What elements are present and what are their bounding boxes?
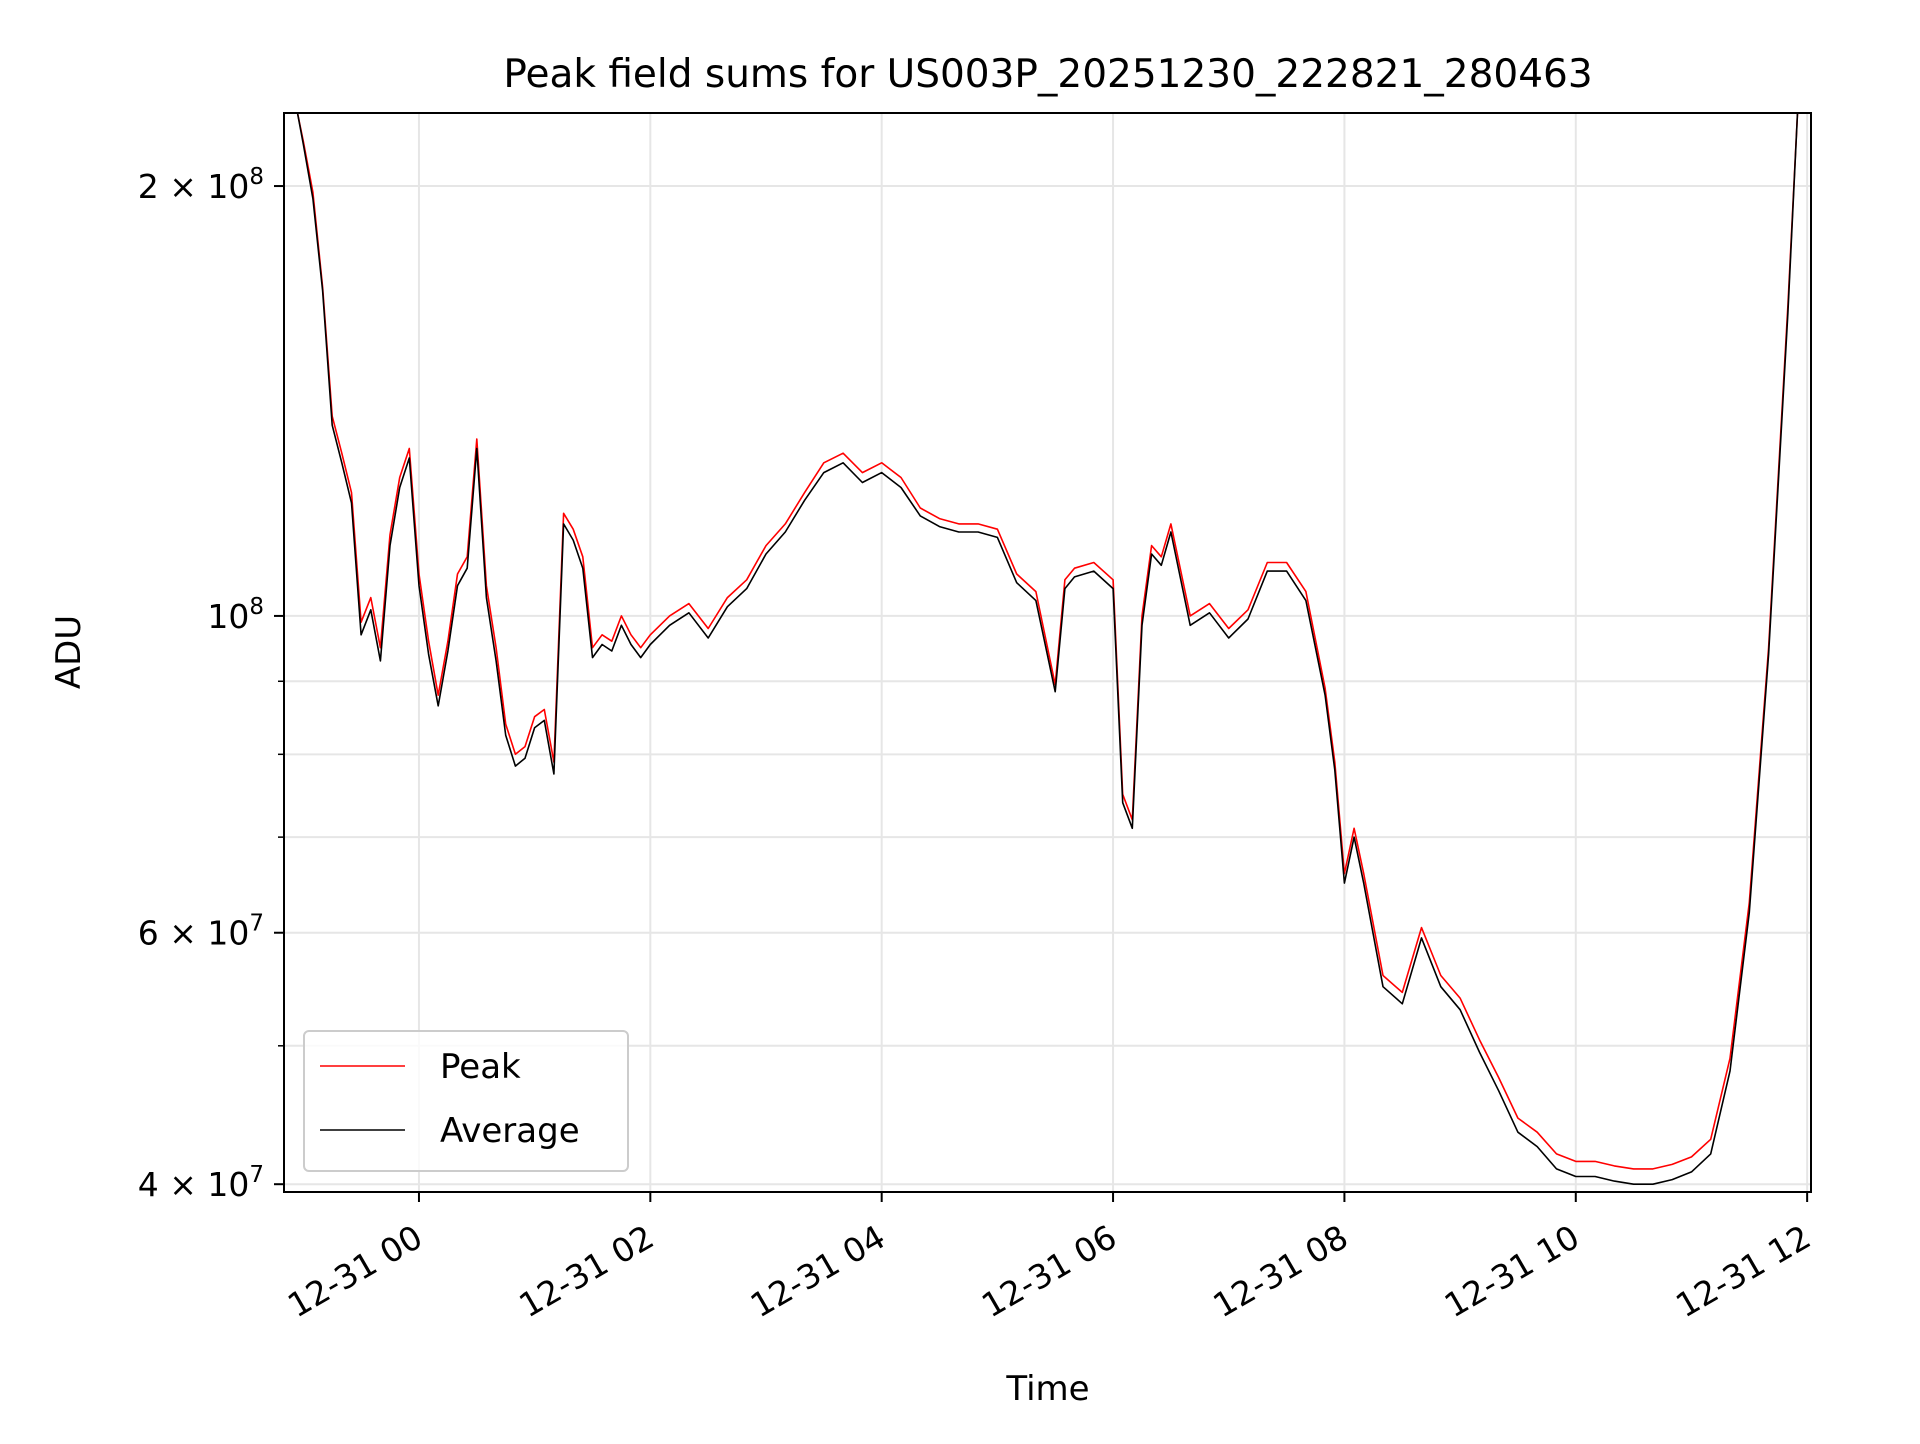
x-tick-label-6: 12-31 12 (1669, 1217, 1817, 1325)
x-tick-label-5: 12-31 10 (1438, 1217, 1586, 1325)
series-line-peak (296, 113, 1799, 1170)
legend-label-average: Average (440, 1111, 580, 1151)
series-layer (296, 113, 1799, 1185)
grid-layer (284, 113, 1811, 1192)
y-tick-label-3: 4 × 107 (138, 1162, 264, 1204)
x-tick-label-0: 12-31 00 (281, 1217, 429, 1325)
x-axis-label: Time (1005, 1369, 1089, 1409)
x-tick-label-3: 12-31 06 (975, 1217, 1123, 1325)
y-axis: 2 × 108 108 6 × 107 4 × 107 (138, 164, 284, 1204)
chart-title: Peak field sums for US003P_20251230_2228… (503, 52, 1592, 97)
y-tick-label-1: 108 (207, 594, 264, 636)
x-tick-label-2: 12-31 04 (744, 1217, 892, 1325)
y-axis-label: ADU (49, 615, 89, 689)
series-line-average (296, 113, 1799, 1185)
x-tick-label-4: 12-31 08 (1206, 1217, 1354, 1325)
legend-label-peak: Peak (440, 1047, 521, 1087)
x-axis: 12-31 00 12-31 02 12-31 04 12-31 06 12-31 08… (281, 1192, 1817, 1325)
legend: Peak Average (303, 1030, 629, 1172)
plot-frame (283, 112, 1812, 1193)
x-tick-label-1: 12-31 02 (512, 1217, 660, 1325)
y-tick-label-2: 6 × 107 (138, 911, 264, 953)
y-tick-label-0: 2 × 108 (138, 164, 264, 206)
